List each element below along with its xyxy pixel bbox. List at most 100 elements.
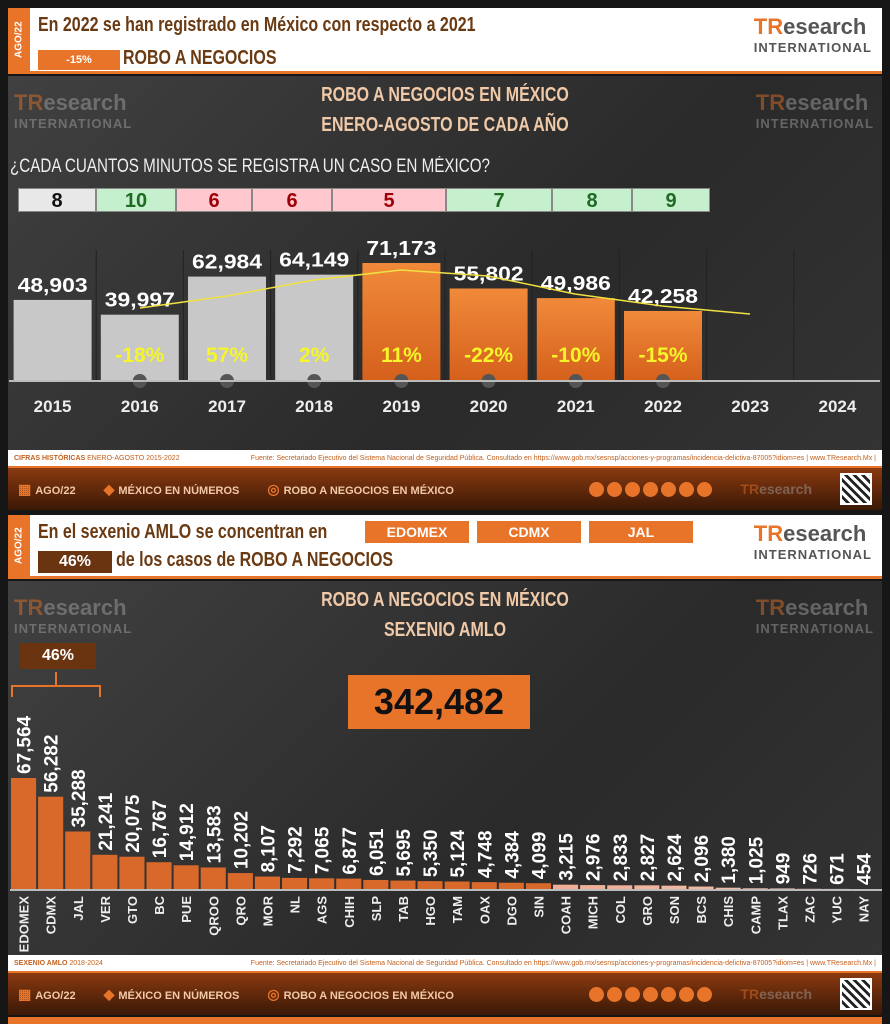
youtube-icon[interactable] xyxy=(697,481,713,497)
year-label: 2021 xyxy=(557,397,595,416)
state-label: COAH xyxy=(559,896,574,934)
bar-QRO xyxy=(227,873,253,890)
state-badge-1: EDOMEX xyxy=(365,521,469,543)
minutes-box: 9 xyxy=(632,188,710,212)
facebook-icon[interactable] xyxy=(661,481,677,497)
logo-tr: TR xyxy=(755,595,786,620)
logo-tr: TR xyxy=(740,481,760,497)
value-label: 949 xyxy=(773,853,794,885)
year-label: 2022 xyxy=(644,397,682,416)
state-label: ZAC xyxy=(802,895,817,922)
value-label: 6,877 xyxy=(340,827,361,875)
watermark-logo-right: TResearch INTERNATIONAL xyxy=(756,595,874,636)
source-left-text: ENERO-AGOSTO 2015-2022 xyxy=(87,454,180,462)
chart-subtitle: SEXENIO AMLO xyxy=(383,619,507,641)
youtube-icon[interactable] xyxy=(697,986,713,1002)
email-icon[interactable] xyxy=(625,986,641,1002)
year-label: 2019 xyxy=(382,397,420,416)
value-label: 1,380 xyxy=(719,836,740,884)
value-label: 16,767 xyxy=(150,800,171,858)
state-label: PUE xyxy=(179,896,194,923)
state-label: SIN xyxy=(531,896,546,918)
value-label: 48,903 xyxy=(18,275,88,297)
bar-MOR xyxy=(254,876,280,890)
year-label: 2017 xyxy=(208,397,246,416)
logo-sub: INTERNATIONAL xyxy=(753,547,872,562)
source-strip-1: CIFRAS HISTÓRICAS ENERO-AGOSTO 2015-2022… xyxy=(8,450,882,468)
value-label: 2,976 xyxy=(584,834,605,882)
bar-PUE xyxy=(173,865,199,890)
logo-rest: esearch xyxy=(783,521,867,546)
qr-code[interactable] xyxy=(840,978,872,1010)
state-label: HGO xyxy=(423,896,438,926)
linkedin-icon[interactable] xyxy=(679,481,695,497)
web-icon[interactable] xyxy=(589,986,605,1002)
state-label: OAX xyxy=(477,896,492,925)
logo: TResearch INTERNATIONAL xyxy=(754,521,872,562)
value-label: 49,986 xyxy=(541,273,611,295)
state-label: CHIS xyxy=(721,896,736,927)
value-label: 14,912 xyxy=(177,803,198,861)
logo-tr: TR xyxy=(753,14,784,39)
state-label: SLP xyxy=(369,896,384,922)
whatsapp-icon[interactable] xyxy=(607,481,623,497)
facebook-icon[interactable] xyxy=(661,986,677,1002)
bar-BCS xyxy=(688,886,714,890)
minutes-box: 8 xyxy=(18,188,96,212)
linkedin-icon[interactable] xyxy=(679,986,695,1002)
state-label: NL xyxy=(288,896,303,913)
footer-topic: ◎ ROBO A NEGOCIOS EN MÉXICO xyxy=(267,481,454,498)
logo-rest: esearch xyxy=(759,986,812,1002)
logo-sub: INTERNATIONAL xyxy=(14,621,133,636)
value-label: 454 xyxy=(855,853,876,885)
bar-CHIS xyxy=(715,887,741,890)
logo-tr: TR xyxy=(14,90,44,115)
state-label: BCS xyxy=(694,896,709,924)
logo-tr: TR xyxy=(14,595,44,620)
minutes-box: 7 xyxy=(446,188,552,212)
change-badge: -15% xyxy=(38,50,120,70)
bar-CDMX xyxy=(38,796,64,890)
year-label: 2016 xyxy=(121,397,159,416)
year-label: 2023 xyxy=(731,397,769,416)
map-icon: ◆ xyxy=(103,480,115,497)
header-1: AGO/22 En 2022 se han registrado en Méxi… xyxy=(8,8,882,74)
whatsapp-icon[interactable] xyxy=(607,986,623,1002)
bar-QROO xyxy=(200,867,226,890)
twitter-icon[interactable] xyxy=(643,986,659,1002)
yearly-bar-chart: 48,903201539,997-18%201662,98457%201764,… xyxy=(9,238,880,416)
bar-SIN xyxy=(525,883,551,890)
web-icon[interactable] xyxy=(589,481,605,497)
state-label: YUC xyxy=(830,895,845,923)
logo-rest: esearch xyxy=(759,481,812,497)
email-icon[interactable] xyxy=(625,481,641,497)
bar-2022 xyxy=(624,310,702,381)
footer-date: ▦ AGO/22 xyxy=(18,481,76,498)
headline: En 2022 se han registrado en México con … xyxy=(38,14,476,36)
footer-topic: ◎ ROBO A NEGOCIOS EN MÉXICO xyxy=(267,986,454,1003)
footer-2: ▦ AGO/22 ◆ MÉXICO EN NÚMEROS ◎ ROBO A NEGOC… xyxy=(8,973,882,1015)
trend-line xyxy=(139,269,751,315)
value-label: 10,202 xyxy=(231,811,252,869)
bar-SLP xyxy=(363,879,389,890)
twitter-icon[interactable] xyxy=(643,481,659,497)
pct-label: -15% xyxy=(638,344,687,367)
source-left-bold: SEXENIO AMLO xyxy=(14,959,68,967)
minutes-box: 10 xyxy=(96,188,176,212)
value-label: 1,025 xyxy=(746,836,767,884)
qr-code[interactable] xyxy=(840,473,872,505)
state-label: DGO xyxy=(504,896,519,926)
chart-area-1: TResearch INTERNATIONAL TResearch INTERNAT… xyxy=(8,76,882,450)
state-label: MOR xyxy=(260,895,275,926)
state-label: JAL xyxy=(71,896,86,921)
logo-rest: esearch xyxy=(783,14,867,39)
state-label: GRO xyxy=(640,896,655,926)
logo-rest: esearch xyxy=(785,90,869,115)
value-label: 35,288 xyxy=(69,769,90,827)
value-label: 7,065 xyxy=(313,826,334,874)
footer-topic-text: ROBO A NEGOCIOS EN MÉXICO xyxy=(283,989,454,1002)
logo-sub: INTERNATIONAL xyxy=(755,621,874,636)
footer-section-text: MÉXICO EN NÚMEROS xyxy=(118,989,240,1002)
value-label: 7,292 xyxy=(286,826,307,874)
